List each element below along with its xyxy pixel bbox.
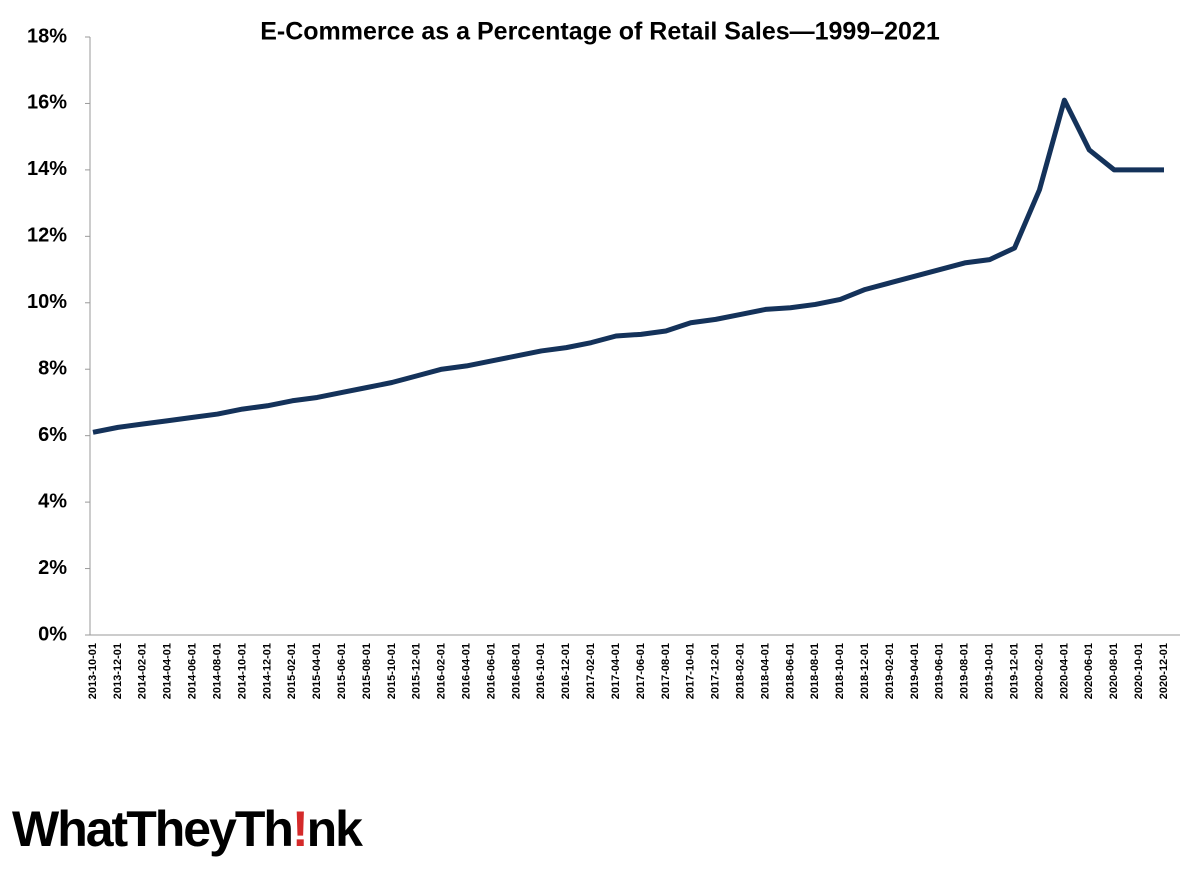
x-tick-label: 2015-06-01	[336, 643, 348, 699]
logo: WhatTheyTh!nk	[12, 801, 363, 857]
x-tick-label: 2014-08-01	[211, 643, 223, 699]
x-tick-label: 2015-12-01	[411, 643, 423, 699]
x-tick-label: 2014-12-01	[261, 643, 273, 699]
x-tick-label: 2015-10-01	[386, 643, 398, 699]
x-tick-label: 2015-04-01	[311, 643, 323, 699]
x-tick-label: 2020-06-01	[1083, 643, 1095, 699]
x-tick-label: 2017-04-01	[610, 643, 622, 699]
x-tick-label: 2017-10-01	[685, 643, 697, 699]
x-tick-label: 2013-12-01	[112, 643, 124, 699]
x-tick-label: 2016-10-01	[535, 643, 547, 699]
x-tick-label: 2018-12-01	[859, 643, 871, 699]
x-tick-label: 2019-02-01	[884, 643, 896, 699]
y-tick-label: 14%	[27, 158, 67, 180]
x-tick-label: 2016-04-01	[461, 643, 473, 699]
x-tick-label: 2020-04-01	[1058, 643, 1070, 699]
x-tick-label: 2018-10-01	[834, 643, 846, 699]
y-tick-label: 10%	[27, 291, 67, 313]
x-tick-label: 2020-10-01	[1133, 643, 1145, 699]
x-tick-label: 2016-02-01	[436, 643, 448, 699]
x-tick-label: 2015-02-01	[286, 643, 298, 699]
x-tick-label: 2019-04-01	[909, 643, 921, 699]
y-tick-label: 12%	[27, 225, 67, 247]
x-tick-label: 2014-10-01	[236, 643, 248, 699]
x-tick-label: 2020-12-01	[1158, 643, 1170, 699]
y-tick-label: 0%	[38, 623, 67, 645]
y-tick-label: 2%	[38, 557, 67, 579]
chart-title: E-Commerce as a Percentage of Retail Sal…	[260, 18, 940, 46]
x-tick-label: 2017-06-01	[635, 643, 647, 699]
y-tick-label: 16%	[27, 92, 67, 114]
y-tick-label: 4%	[38, 490, 67, 512]
logo-text: nk	[307, 801, 364, 857]
x-tick-label: 2018-06-01	[784, 643, 796, 699]
x-tick-label: 2017-02-01	[585, 643, 597, 699]
x-tick-label: 2014-04-01	[162, 643, 174, 699]
x-tick-label: 2018-02-01	[734, 643, 746, 699]
series-line	[92, 97, 1164, 435]
x-tick-label: 2018-04-01	[759, 643, 771, 699]
x-tick-label: 2017-08-01	[660, 643, 672, 699]
x-tick-label: 2017-12-01	[710, 643, 722, 699]
x-tick-label: 2020-02-01	[1033, 643, 1045, 699]
y-tick-label: 6%	[38, 424, 67, 446]
x-tick-label: 2015-08-01	[361, 643, 373, 699]
y-tick-label: 8%	[38, 358, 67, 380]
y-tick-label: 18%	[27, 25, 67, 47]
x-tick-label: 2014-06-01	[187, 643, 199, 699]
x-tick-label: 2019-10-01	[984, 643, 996, 699]
logo-text: WhatTheyTh	[12, 801, 292, 857]
x-tick-label: 2018-08-01	[809, 643, 821, 699]
x-tick-label: 2019-08-01	[959, 643, 971, 699]
x-tick-label: 2014-02-01	[137, 643, 149, 699]
x-tick-label: 2016-12-01	[560, 643, 572, 699]
x-tick-label: 2020-08-01	[1108, 643, 1120, 699]
x-tick-label: 2019-06-01	[934, 643, 946, 699]
x-tick-label: 2016-08-01	[510, 643, 522, 699]
x-tick-label: 2016-06-01	[485, 643, 497, 699]
logo-mark: !	[292, 801, 307, 857]
x-tick-label: 2013-10-01	[87, 643, 99, 699]
x-tick-label: 2019-12-01	[1008, 643, 1020, 699]
